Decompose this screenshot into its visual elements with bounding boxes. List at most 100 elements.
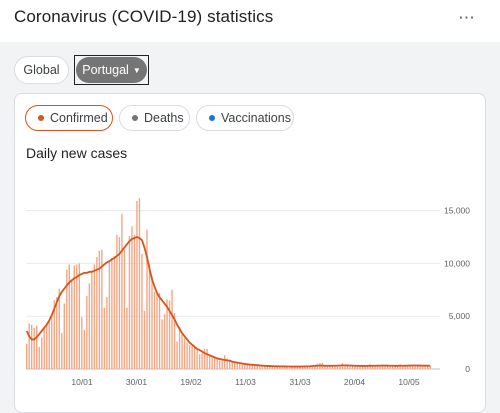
app-header: Coronavirus (COVID-19) statistics ⋯ (0, 0, 500, 42)
bar (261, 365, 263, 369)
bar (356, 365, 359, 369)
region-dropdown-button[interactable]: Portugal ▼ (76, 57, 147, 83)
bar (103, 307, 106, 369)
bar (404, 365, 406, 369)
bar (366, 366, 369, 369)
bar (101, 249, 103, 369)
bar (386, 364, 389, 369)
bar (78, 263, 81, 370)
confirmed-dot-icon (38, 115, 44, 122)
bar (251, 363, 253, 369)
bar (151, 276, 153, 369)
bar (361, 365, 364, 369)
bar (421, 365, 424, 369)
bar (274, 366, 276, 369)
y-axis-labels: 0 5,000 10,000 15,000 (444, 206, 470, 374)
bar (379, 365, 381, 369)
bar (426, 365, 429, 369)
chart-bars (26, 197, 431, 370)
bar (131, 226, 133, 369)
bar (236, 362, 238, 369)
bar (364, 365, 366, 369)
bar (314, 365, 316, 369)
bar (53, 300, 55, 369)
bar (168, 300, 171, 369)
bar (71, 279, 73, 369)
bar (96, 257, 98, 369)
bar (128, 235, 131, 369)
bar (83, 329, 86, 369)
bar (48, 320, 50, 369)
bar (411, 365, 414, 369)
bar (51, 315, 53, 369)
y-tick-label: 0 (465, 364, 470, 374)
bar (166, 299, 168, 369)
tab-confirmed[interactable]: Confirmed (25, 105, 113, 131)
bar (264, 365, 266, 369)
bar (196, 349, 198, 369)
bar (93, 264, 96, 369)
bar (41, 337, 43, 369)
bar (141, 253, 143, 369)
bar (406, 366, 409, 369)
bar (98, 250, 101, 369)
bar (33, 327, 35, 369)
bar (334, 365, 336, 369)
bar (344, 365, 346, 369)
bar (116, 234, 118, 369)
bar (284, 366, 286, 369)
chevron-down-icon: ▼ (132, 66, 141, 75)
bar (424, 365, 426, 369)
bar (281, 366, 284, 369)
stats-card (14, 93, 486, 413)
tab-deaths[interactable]: Deaths (119, 105, 190, 131)
tab-vaccinations[interactable]: Vaccinations (196, 105, 294, 131)
bar (203, 348, 206, 369)
bar (231, 361, 233, 369)
bar (326, 366, 329, 369)
bar (226, 358, 228, 369)
bar (331, 364, 334, 369)
bar (271, 366, 273, 369)
bar (193, 346, 196, 369)
bar (289, 366, 291, 369)
bar (239, 363, 241, 369)
bar (213, 357, 216, 369)
region-global-button[interactable]: Global (14, 56, 69, 84)
bar (86, 296, 88, 369)
bar (68, 264, 70, 369)
bar (123, 249, 126, 369)
bar (346, 365, 349, 369)
bar (143, 310, 146, 369)
bar (136, 201, 138, 369)
bar (216, 359, 218, 369)
bar (304, 366, 306, 369)
bar (206, 348, 208, 369)
bar (336, 365, 339, 369)
bar (76, 264, 78, 369)
bar (156, 294, 158, 369)
bar (113, 255, 116, 369)
bar (198, 354, 201, 369)
bar (188, 344, 191, 369)
bar (108, 262, 111, 369)
bar (63, 303, 65, 369)
bar (311, 366, 314, 369)
x-tick-label: 20/04 (344, 377, 366, 387)
bar (211, 356, 213, 369)
region-dropdown-label: Portugal (82, 63, 129, 77)
bar (138, 197, 141, 369)
bar (186, 342, 188, 369)
bar (118, 236, 121, 369)
deaths-dot-icon (132, 115, 138, 122)
bar (146, 229, 148, 369)
region-focus-outline (74, 55, 149, 85)
bar (178, 326, 181, 369)
bar (381, 364, 384, 369)
bar (416, 364, 419, 369)
bar (256, 365, 258, 369)
bar (36, 325, 38, 369)
x-tick-label: 31/03 (289, 377, 311, 387)
more-options-icon[interactable]: ⋯ (458, 8, 477, 27)
y-tick-label: 5,000 (449, 311, 471, 321)
